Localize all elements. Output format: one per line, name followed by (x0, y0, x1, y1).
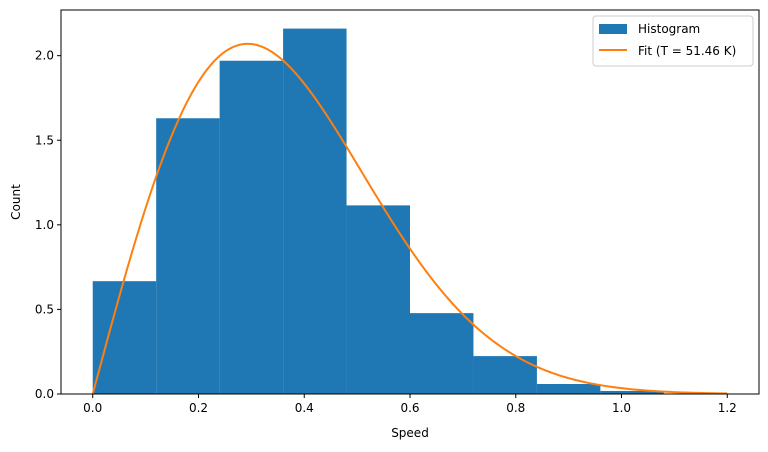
legend-histogram-swatch (599, 24, 627, 34)
y-tick-label: 0.5 (35, 302, 54, 316)
histogram-bar (346, 205, 410, 394)
x-tick-label: 0.6 (400, 401, 419, 415)
histogram-bars (92, 28, 664, 395)
y-axis-ticks: 0.0 0.5 1.0 1.5 2.0 (35, 49, 61, 401)
x-tick-label: 1.0 (612, 401, 631, 415)
fit-curve (91, 42, 728, 395)
histogram-bar (600, 390, 664, 394)
x-tick-label: 0.4 (295, 401, 314, 415)
histogram-bar (536, 384, 601, 394)
histogram-bar (219, 60, 284, 394)
histogram-bar (156, 118, 220, 395)
x-tick-label: 0.0 (83, 401, 102, 415)
y-tick-label: 1.5 (35, 133, 54, 147)
x-tick-label: 1.2 (718, 401, 737, 415)
x-axis-ticks: 0.0 0.2 0.4 0.6 0.8 1.0 1.2 (83, 394, 737, 415)
y-tick-label: 1.0 (35, 218, 54, 232)
x-axis-label: Speed (391, 426, 429, 440)
legend-histogram-label: Histogram (638, 22, 700, 36)
x-tick-label: 0.2 (189, 401, 208, 415)
y-axis-label: Count (9, 184, 23, 220)
x-tick-label: 0.8 (506, 401, 525, 415)
y-tick-label: 2.0 (35, 49, 54, 63)
histogram-bar (410, 313, 474, 394)
legend-frame (592, 15, 754, 67)
histogram-bar (92, 281, 157, 394)
histogram-bar (283, 28, 347, 394)
legend: Histogram Fit (T = 51.46 K) (592, 15, 754, 67)
y-tick-label: 0.0 (35, 387, 54, 401)
legend-fit-label: Fit (T = 51.46 K) (638, 44, 736, 58)
